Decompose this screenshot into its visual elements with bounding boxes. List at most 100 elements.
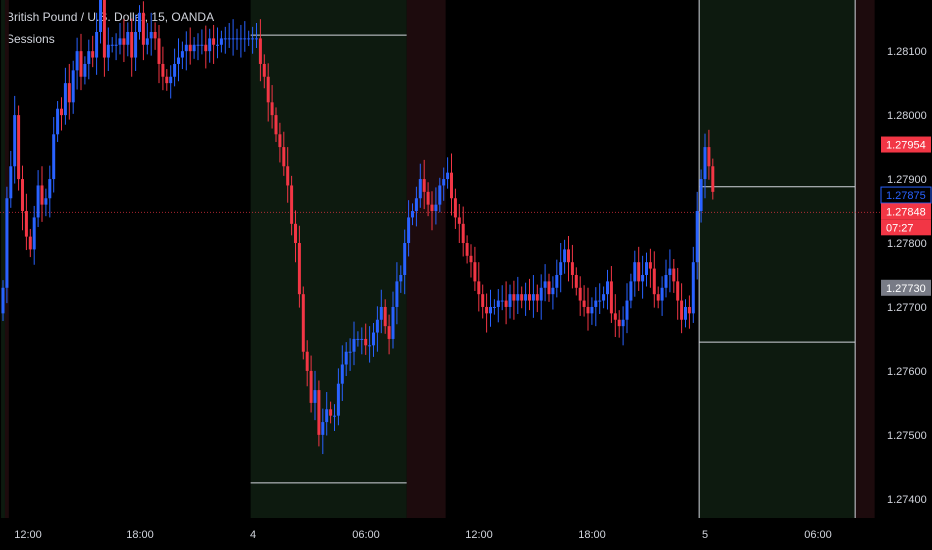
candle[interactable]	[91, 35, 95, 68]
candle[interactable]	[75, 37, 79, 90]
candle[interactable]	[36, 170, 40, 228]
candle[interactable]	[645, 252, 648, 287]
candle[interactable]	[621, 306, 625, 346]
candle[interactable]	[192, 37, 196, 59]
candle[interactable]	[695, 191, 699, 280]
candle[interactable]	[313, 370, 317, 421]
candle[interactable]	[563, 239, 567, 274]
candle[interactable]	[95, 12, 99, 75]
candle[interactable]	[660, 276, 664, 316]
candle[interactable]	[9, 150, 13, 208]
candle[interactable]	[360, 327, 364, 355]
candle[interactable]	[555, 259, 559, 298]
candle[interactable]	[383, 299, 387, 334]
candle[interactable]	[570, 244, 574, 289]
candle[interactable]	[477, 262, 481, 312]
candle[interactable]	[48, 165, 52, 218]
candle[interactable]	[200, 29, 204, 55]
candle[interactable]	[13, 95, 17, 184]
candle[interactable]	[24, 193, 28, 251]
candle[interactable]	[625, 283, 629, 334]
candle[interactable]	[336, 368, 340, 426]
candle[interactable]	[67, 63, 71, 120]
candle[interactable]	[582, 285, 586, 317]
candle[interactable]	[219, 30, 223, 53]
candle[interactable]	[255, 23, 258, 48]
candle[interactable]	[481, 284, 485, 319]
candle[interactable]	[235, 28, 239, 50]
candle[interactable]	[516, 276, 520, 314]
candle[interactable]	[118, 23, 122, 55]
candle[interactable]	[352, 321, 356, 366]
candle[interactable]	[134, 14, 138, 71]
candle[interactable]	[227, 23, 231, 48]
candle[interactable]	[387, 314, 391, 355]
candle[interactable]	[278, 122, 282, 163]
candle[interactable]	[321, 408, 325, 455]
candle[interactable]	[169, 65, 173, 99]
candle[interactable]	[676, 267, 680, 320]
candle[interactable]	[262, 54, 266, 89]
candle[interactable]	[348, 338, 352, 371]
candle[interactable]	[504, 281, 508, 325]
candle[interactable]	[317, 380, 321, 447]
candle[interactable]	[282, 131, 286, 176]
candle[interactable]	[629, 273, 633, 309]
candle[interactable]	[602, 286, 606, 309]
candle[interactable]	[212, 24, 216, 64]
candle[interactable]	[446, 157, 450, 189]
candle[interactable]	[652, 251, 656, 308]
candle[interactable]	[703, 133, 707, 199]
candle[interactable]	[680, 283, 684, 334]
candle[interactable]	[442, 167, 446, 201]
candle[interactable]	[83, 56, 87, 85]
candle[interactable]	[578, 276, 582, 316]
candle[interactable]	[344, 342, 348, 377]
candle[interactable]	[664, 259, 668, 298]
candle[interactable]	[407, 200, 411, 257]
candle[interactable]	[633, 250, 637, 297]
candle[interactable]	[329, 401, 333, 424]
candle[interactable]	[196, 33, 200, 61]
candle[interactable]	[617, 310, 621, 338]
candle[interactable]	[594, 287, 598, 327]
candle[interactable]	[60, 97, 63, 131]
candle[interactable]	[368, 326, 372, 363]
candle[interactable]	[258, 19, 262, 82]
candle[interactable]	[126, 22, 130, 57]
candle[interactable]	[559, 243, 563, 293]
candle[interactable]	[590, 297, 594, 325]
candle[interactable]	[547, 273, 551, 302]
candle[interactable]	[438, 177, 442, 213]
candle[interactable]	[430, 191, 434, 231]
candle[interactable]	[426, 182, 430, 217]
candle[interactable]	[668, 249, 672, 293]
candle[interactable]	[71, 60, 75, 114]
candle[interactable]	[379, 289, 383, 334]
candle[interactable]	[613, 294, 617, 338]
candle[interactable]	[145, 23, 149, 55]
candle[interactable]	[309, 355, 313, 413]
candle[interactable]	[691, 246, 695, 323]
candle[interactable]	[231, 19, 235, 56]
candle[interactable]	[403, 229, 407, 295]
candle[interactable]	[247, 30, 251, 47]
candle[interactable]	[239, 24, 243, 58]
candle[interactable]	[177, 38, 180, 82]
candle[interactable]	[301, 286, 305, 360]
candle[interactable]	[648, 248, 652, 288]
candle[interactable]	[551, 276, 555, 310]
candle[interactable]	[122, 19, 126, 63]
candle[interactable]	[356, 331, 360, 347]
candle[interactable]	[266, 63, 270, 122]
candle[interactable]	[609, 266, 613, 323]
candle[interactable]	[543, 264, 547, 302]
candle[interactable]	[114, 33, 118, 61]
candle[interactable]	[188, 27, 192, 65]
candle[interactable]	[684, 299, 687, 328]
candle[interactable]	[512, 280, 516, 320]
candle[interactable]	[161, 46, 165, 91]
candle[interactable]	[40, 166, 44, 222]
candle[interactable]	[17, 105, 21, 191]
candles[interactable]	[1, 0, 715, 455]
